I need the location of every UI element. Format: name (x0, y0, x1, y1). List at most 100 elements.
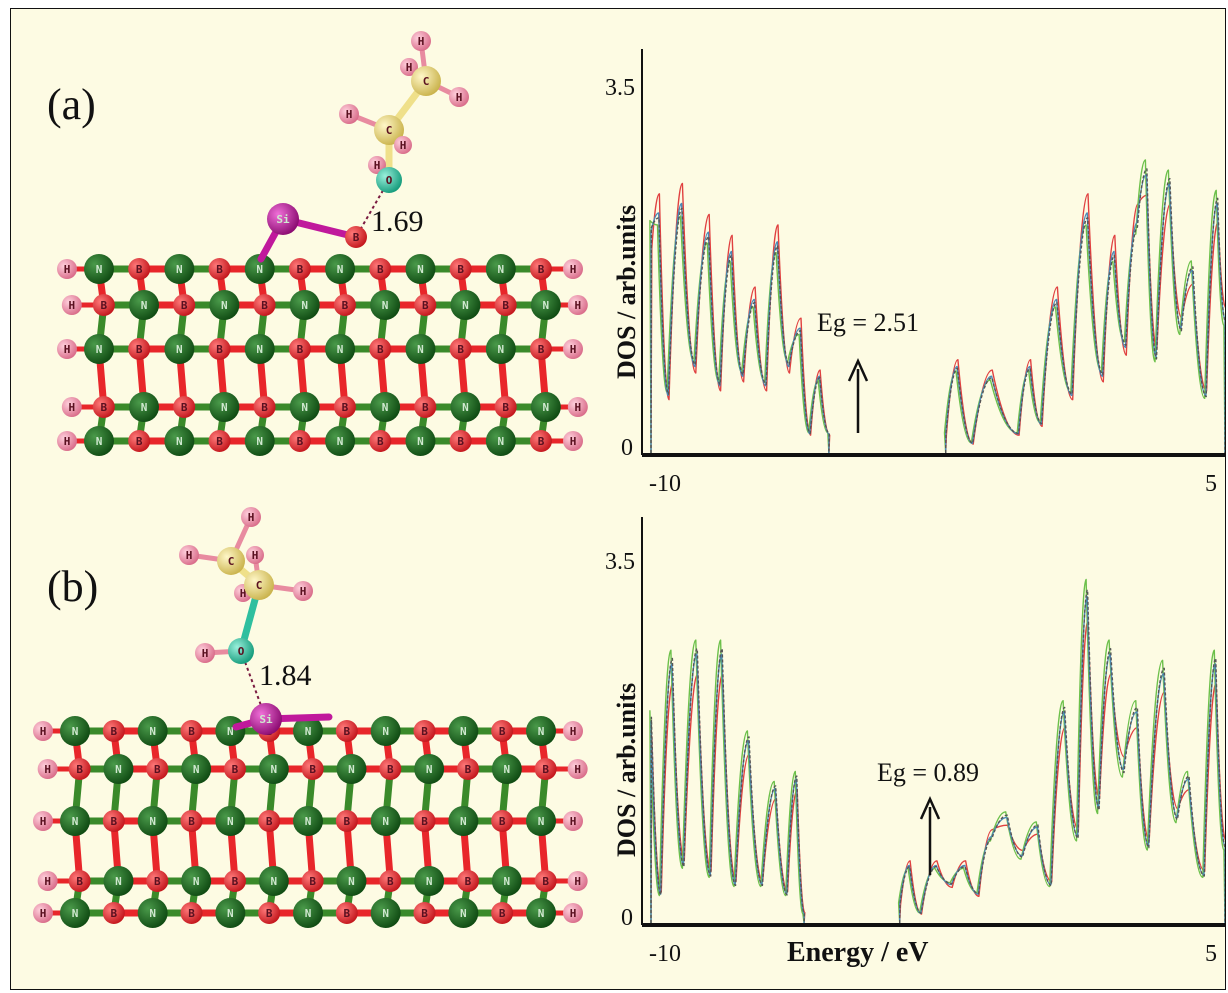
svg-text:B: B (101, 299, 108, 312)
atom-b: B (535, 870, 557, 892)
atom-b: B (128, 430, 150, 452)
svg-text:B: B (297, 435, 304, 448)
svg-text:B: B (136, 263, 143, 276)
svg-text:H: H (570, 435, 577, 448)
atom-b: B (103, 810, 125, 832)
svg-text:N: N (256, 435, 263, 448)
y-axis-title-b: DOS / arb.units (612, 683, 641, 857)
x-axis-title: Energy / eV (787, 937, 929, 968)
svg-text:N: N (426, 763, 433, 776)
atom-c: C (217, 547, 245, 575)
atom-n: N (526, 806, 556, 836)
svg-text:N: N (462, 299, 469, 312)
atom-n: N (215, 806, 245, 836)
svg-text:N: N (256, 343, 263, 356)
svg-text:B: B (465, 763, 472, 776)
svg-text:N: N (337, 263, 344, 276)
svg-text:B: B (499, 725, 506, 738)
svg-text:B: B (181, 401, 188, 414)
svg-text:H: H (64, 263, 71, 276)
atom-n: N (209, 392, 239, 422)
svg-text:N: N (426, 875, 433, 888)
ethanol-adsorbate-b: HHHHCCHH OSi (179, 507, 329, 735)
atom-n: N (164, 254, 194, 284)
atom-b: B (450, 338, 472, 360)
svg-text:C: C (256, 579, 263, 592)
svg-text:B: B (465, 875, 472, 888)
svg-text:H: H (575, 401, 582, 414)
atom-b: B (457, 870, 479, 892)
svg-text:N: N (176, 343, 183, 356)
panel-label-b: (b) (47, 562, 98, 611)
atom-n: N (138, 898, 168, 928)
atom-n: N (492, 754, 522, 784)
svg-text:H: H (418, 35, 425, 48)
atom-b: B (258, 810, 280, 832)
atom-h: H (62, 397, 82, 417)
svg-text:H: H (69, 401, 76, 414)
band-gap-annotation-b: Eg = 0.89 (877, 758, 979, 787)
svg-text:B: B (502, 401, 509, 414)
svg-text:N: N (115, 763, 122, 776)
svg-text:B: B (342, 299, 349, 312)
atom-b: B (209, 338, 231, 360)
svg-text:N: N (382, 815, 389, 828)
atom-h: H (449, 87, 469, 107)
atom-n: N (293, 806, 323, 836)
atom-h: H (241, 507, 261, 527)
atom-h: H (57, 259, 77, 279)
svg-text:O: O (386, 174, 393, 187)
svg-text:B: B (181, 299, 188, 312)
svg-text:N: N (543, 299, 550, 312)
ethanol-adsorbate-a: HHHHCCHHOBSi (261, 31, 469, 259)
svg-text:N: N (348, 763, 355, 776)
atom-b: B (414, 396, 436, 418)
atom-b: B (414, 294, 436, 316)
svg-text:N: N (382, 299, 389, 312)
atom-n: N (405, 426, 435, 456)
atom-h: H (57, 339, 77, 359)
svg-text:B: B (502, 299, 509, 312)
svg-text:H: H (69, 299, 76, 312)
svg-text:N: N (382, 725, 389, 738)
x-tick-label-a-left: -10 (649, 471, 681, 497)
atom-b: B (209, 258, 231, 280)
atom-b: B (530, 430, 552, 452)
atom-n: N (414, 866, 444, 896)
svg-text:B: B (188, 725, 195, 738)
dos-series-conduction (899, 579, 1225, 923)
atom-n: N (325, 254, 355, 284)
atom-b: B (334, 294, 356, 316)
atom-b: B (103, 902, 125, 924)
band-gap-annotation-a: Eg = 2.51 (817, 308, 919, 337)
svg-text:N: N (305, 725, 312, 738)
svg-text:B: B (499, 907, 506, 920)
atom-h: H (394, 136, 412, 154)
atom-h: H (33, 903, 53, 923)
svg-text:N: N (460, 725, 467, 738)
svg-text:N: N (271, 875, 278, 888)
svg-text:H: H (575, 299, 582, 312)
atom-b: B (289, 338, 311, 360)
svg-text:N: N (96, 435, 103, 448)
svg-text:B: B (266, 907, 273, 920)
svg-text:B: B (154, 763, 161, 776)
svg-text:H: H (64, 343, 71, 356)
atom-n: N (138, 716, 168, 746)
svg-text:O: O (238, 645, 245, 658)
panel-label-a: (a) (47, 80, 96, 129)
atom-h: H (563, 259, 583, 279)
atom-h: H (411, 31, 431, 51)
atom-h: H (38, 871, 58, 891)
dos-chart-b: 3.5 0 -10 5 DOS / arb.units Energy / eV … (605, 517, 1226, 968)
atom-o: O (228, 638, 254, 664)
atom-n: N (209, 290, 239, 320)
svg-text:N: N (72, 725, 79, 738)
atom-n: N (84, 426, 114, 456)
svg-text:H: H (570, 815, 577, 828)
svg-text:N: N (176, 435, 183, 448)
atom-n: N (60, 806, 90, 836)
atom-n: N (405, 254, 435, 284)
dos-chart-a: 3.5 0 -10 5 DOS / arb.units Eg = 2.51 (605, 49, 1226, 497)
svg-text:B: B (111, 815, 118, 828)
